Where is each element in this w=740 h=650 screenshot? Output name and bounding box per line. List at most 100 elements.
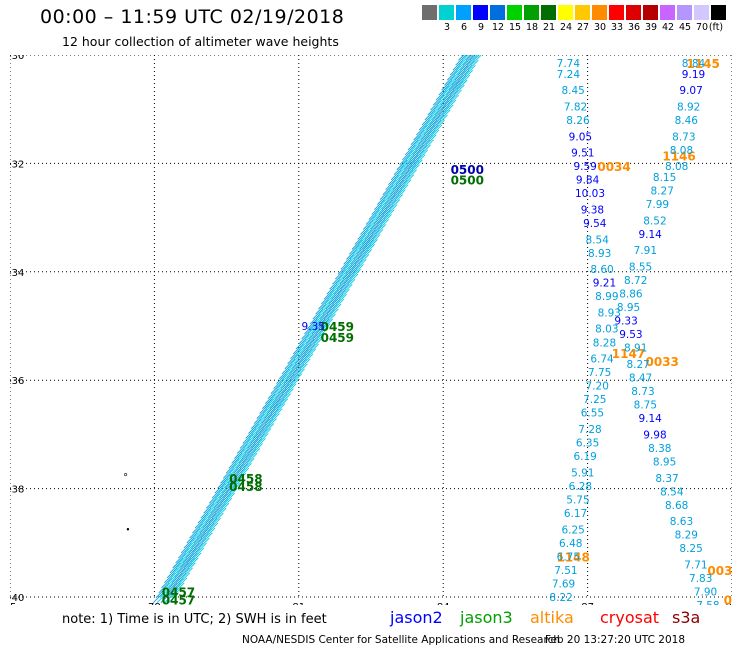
track-swh-mark [456, 79, 468, 91]
track-swh-mark [357, 249, 369, 260]
track-swh-mark [376, 209, 387, 220]
track-swh-mark [397, 164, 409, 176]
track-swh-mark [423, 124, 435, 136]
track-swh-mark [246, 453, 258, 464]
track-swh-mark [311, 338, 322, 350]
track-swh-mark [175, 572, 187, 584]
track-swh-mark [184, 557, 195, 569]
track-swh-mark [465, 64, 476, 76]
track-swh-mark [237, 463, 248, 474]
track-swh-mark [341, 263, 353, 275]
track-swh-mark [177, 562, 189, 574]
track-swh-mark [384, 194, 396, 205]
swh-label: 8.27 [626, 359, 649, 371]
track-swh-mark [161, 577, 172, 589]
track-swh-mark [194, 517, 206, 529]
track-swh-mark [292, 358, 303, 370]
track-swh-mark [333, 298, 345, 310]
track-swh-mark [190, 552, 202, 564]
track-swh-mark [447, 89, 458, 101]
track-swh-mark [366, 219, 378, 230]
track-swh-mark [360, 244, 372, 255]
track-swh-mark [368, 209, 380, 220]
track-swh-mark [334, 283, 345, 295]
track-swh-mark [441, 79, 452, 91]
track-swh-mark [418, 119, 430, 131]
track-swh-mark [410, 154, 422, 166]
track-swh-mark [353, 263, 364, 275]
track-swh-mark [291, 373, 303, 385]
lon-tick-label: 75 [10, 602, 16, 605]
track-swh-mark [290, 348, 301, 360]
track-swh-mark [431, 124, 443, 136]
track-swh-mark [232, 477, 244, 489]
track-swh-mark [287, 353, 298, 365]
track-swh-mark [404, 144, 416, 156]
track-swh-mark [435, 89, 447, 101]
track-swh-mark [201, 512, 213, 524]
track-swh-mark [470, 55, 482, 66]
track-swh-mark [448, 94, 459, 106]
track-swh-mark [275, 388, 287, 399]
track-swh-mark [338, 268, 350, 280]
track-swh-mark [202, 517, 214, 529]
track-swh-mark [174, 567, 186, 579]
track-swh-mark [408, 159, 419, 171]
track-swh-mark [208, 492, 220, 504]
track-swh-mark [348, 258, 359, 270]
track-swh-mark [391, 174, 403, 185]
track-swh-mark [198, 517, 210, 529]
track-swh-mark [417, 129, 428, 141]
track-swh-mark [229, 482, 241, 494]
track-swh-mark [207, 502, 218, 514]
track-swh-mark [437, 99, 449, 111]
color-scale-cell [660, 5, 676, 20]
track-swh-mark [458, 55, 465, 61]
color-scale-cell [575, 5, 591, 20]
color-scale-tick: 30 [593, 22, 607, 33]
track-swh-mark [221, 497, 233, 509]
color-scale-tick: 70 [695, 22, 709, 33]
credit-line: NOAA/NESDIS Center for Satellite Applica… [242, 634, 560, 646]
swh-label: 10.03 [575, 188, 605, 200]
track-swh-mark [233, 463, 245, 474]
color-scale-cell [490, 5, 506, 20]
track-swh-mark [280, 393, 291, 404]
track-swh-mark [221, 477, 232, 489]
track-swh-mark [329, 298, 341, 310]
track-swh-mark [370, 219, 382, 230]
track-swh-mark [176, 557, 187, 569]
track-swh-mark [211, 487, 223, 499]
swh-label: 8.54 [586, 234, 610, 246]
track-swh-mark [254, 418, 266, 429]
track-swh-mark [329, 278, 340, 290]
track-swh-mark [298, 333, 310, 345]
track-swh-mark [243, 458, 255, 469]
track-swh-mark [212, 507, 223, 519]
track-swh-mark [428, 129, 440, 141]
track-swh-mark [333, 278, 344, 290]
track-swh-mark [310, 318, 322, 330]
track-swh-mark [183, 552, 194, 564]
time-label: 0457 [162, 594, 195, 605]
track-swh-mark [465, 55, 473, 61]
track-swh-mark [354, 234, 366, 245]
track-swh-mark [406, 169, 417, 181]
swh-label: 7.51 [554, 565, 577, 577]
track-swh-mark [436, 109, 447, 121]
legend-satellite-jason3: jason3 [460, 608, 513, 627]
swh-label: 8.93 [588, 248, 611, 260]
track-swh-mark [368, 229, 380, 240]
color-scale-tick: 18 [525, 22, 539, 33]
track-swh-mark [228, 458, 240, 469]
track-swh-mark [443, 89, 455, 101]
color-scale-cell [422, 5, 438, 20]
track-swh-mark [354, 253, 366, 265]
track-swh-mark [418, 134, 429, 146]
track-swh-mark [184, 542, 196, 554]
track-swh-mark [433, 99, 445, 111]
track-swh-mark [392, 194, 403, 205]
track-swh-mark [253, 413, 265, 424]
time-label: 0457 [162, 586, 195, 600]
track-swh-mark [229, 463, 241, 474]
